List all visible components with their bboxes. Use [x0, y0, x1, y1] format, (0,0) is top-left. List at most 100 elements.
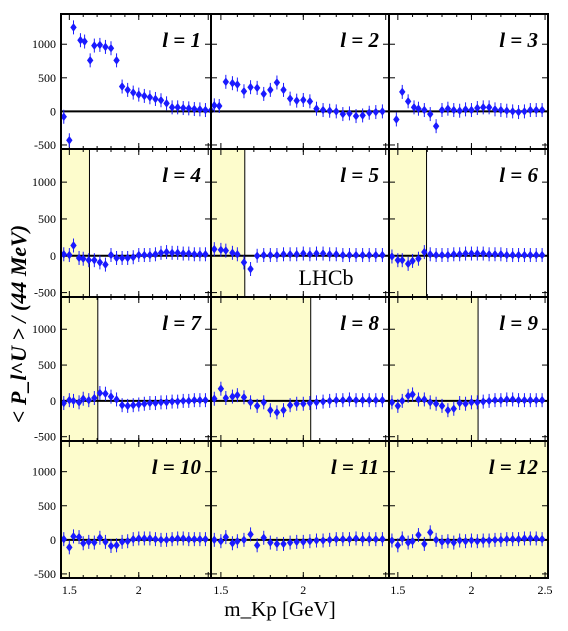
data-point [485, 249, 493, 259]
data-point [85, 395, 92, 405]
data-point [404, 538, 412, 547]
x-axis-title: m_Kp [GeV] [224, 597, 335, 621]
data-point [273, 250, 281, 260]
data-point [379, 534, 386, 544]
data-point [427, 109, 434, 119]
data-point [113, 395, 120, 404]
data-point [141, 250, 148, 260]
y-axis-title-text: < P_l^U > / (44 MeV) [6, 225, 31, 423]
data-point [293, 537, 300, 547]
data-point [503, 534, 510, 544]
panel-label: l = 4 [162, 163, 201, 187]
data-point [260, 533, 267, 543]
data-point [372, 395, 380, 405]
data-point [326, 535, 333, 545]
data-point [267, 85, 274, 95]
data-point [163, 247, 170, 257]
data-point [293, 249, 300, 259]
data-point [456, 398, 463, 408]
data-point [366, 108, 373, 118]
data-point [438, 250, 446, 260]
data-point [118, 82, 126, 91]
data-point [141, 399, 148, 409]
data-point [222, 246, 230, 255]
data-point [399, 396, 406, 406]
data-point [174, 397, 181, 406]
y-tick-label: -500 [34, 430, 56, 444]
data-point [102, 260, 109, 269]
data-point [415, 530, 422, 540]
data-point [141, 91, 148, 101]
data-point [66, 543, 73, 552]
panel-label: l = 7 [162, 311, 202, 335]
data-point [372, 534, 380, 544]
data-point [118, 537, 126, 547]
data-point [152, 534, 159, 544]
data-point [222, 532, 230, 542]
data-point [293, 96, 300, 105]
panel-7: l = 7 1000 500 0 -500 [32, 296, 212, 444]
data-point [438, 401, 446, 411]
data-point [432, 121, 440, 131]
data-point [415, 254, 422, 264]
data-point [196, 534, 204, 544]
data-point [60, 112, 67, 122]
data-point [359, 534, 366, 544]
data-point [80, 254, 87, 264]
data-point [118, 253, 126, 263]
data-point [124, 253, 131, 263]
data-point [217, 536, 225, 546]
data-point [497, 249, 505, 259]
y-tick-label: -500 [34, 286, 56, 300]
data-point [157, 96, 165, 105]
data-point [468, 398, 475, 407]
panel-label: l = 11 [331, 455, 379, 479]
data-point [333, 249, 340, 259]
data-point [118, 400, 126, 410]
data-point [326, 106, 333, 116]
data-point [102, 537, 109, 547]
data-point [253, 83, 261, 93]
data-point [427, 398, 434, 407]
data-point [191, 534, 198, 544]
data-point [521, 107, 528, 116]
data-point [300, 95, 307, 105]
panel-12: l = 12 [388, 440, 549, 579]
data-point [80, 394, 87, 404]
x-tick-label: 2 [136, 583, 142, 597]
data-point [60, 398, 67, 408]
y-tick-label: 1000 [32, 465, 56, 479]
data-point [404, 97, 412, 106]
data-point [480, 249, 487, 258]
data-point [91, 538, 98, 547]
data-point [415, 104, 422, 114]
data-point [234, 80, 241, 89]
data-point [267, 405, 274, 415]
data-point [130, 88, 137, 97]
panel-4: l = 4 1000 500 0 -500 [32, 148, 212, 300]
data-point [404, 259, 412, 269]
data-point [480, 103, 487, 112]
data-point [497, 105, 505, 115]
data-point [432, 399, 440, 409]
data-point [113, 253, 120, 263]
data-point [456, 106, 463, 116]
data-point [300, 249, 307, 258]
data-point [211, 101, 218, 110]
data-point [306, 398, 314, 408]
shaded-region [211, 441, 389, 578]
data-point [333, 107, 340, 116]
data-point [196, 249, 204, 259]
data-point [326, 249, 333, 259]
data-point [366, 395, 373, 405]
data-point [267, 250, 274, 260]
data-point [107, 392, 115, 401]
data-point [273, 539, 281, 549]
panel-label: l = 6 [499, 163, 538, 187]
data-point [462, 249, 469, 258]
panel-3: l = 3 [388, 13, 549, 150]
data-point [141, 534, 148, 543]
data-point [240, 86, 248, 96]
data-point [240, 392, 248, 402]
data-point [70, 396, 77, 406]
